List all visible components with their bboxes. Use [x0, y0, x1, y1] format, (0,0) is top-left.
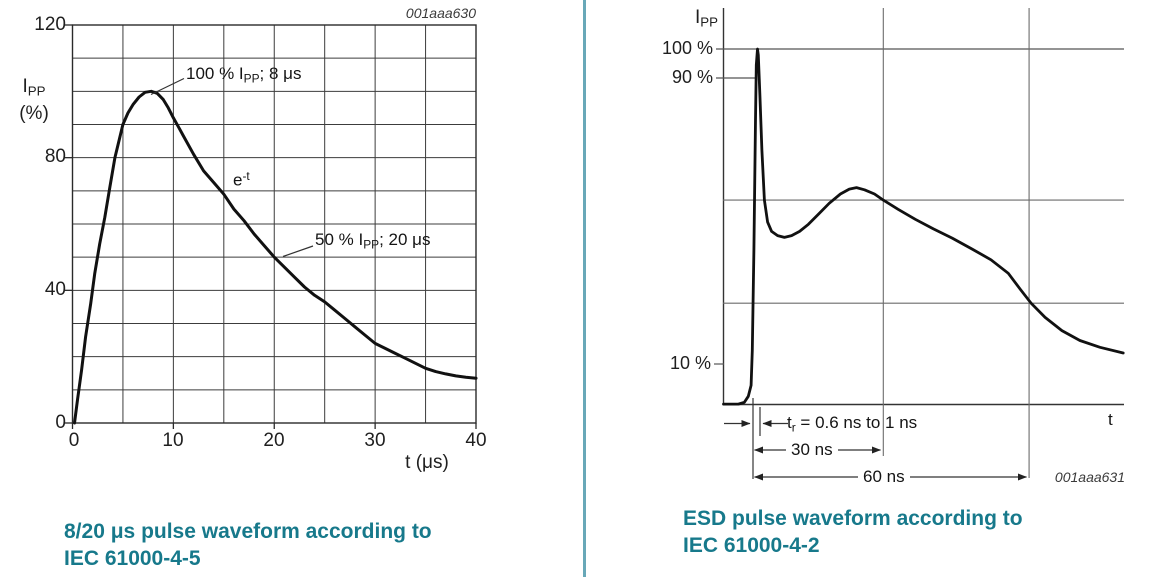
left-waveform-curve	[73, 89, 478, 425]
right-ytick-100: 100 %	[661, 38, 713, 58]
left-chart-ticks	[64, 24, 477, 429]
left-y-axis-label: IPP (%)	[19, 76, 49, 124]
panel-divider	[583, 0, 586, 577]
right-ytick-10: 10 %	[669, 353, 711, 373]
left-ytick-40: 40	[44, 279, 66, 300]
left-caption: 8/20 μs pulse waveform according to IEC …	[64, 520, 432, 570]
right-waveform-curve	[722, 47, 1125, 406]
left-annotation-exponential: e-t	[233, 169, 250, 190]
left-xtick-40: 40	[465, 430, 487, 451]
left-xtick-30: 30	[364, 430, 386, 451]
left-xtick-10: 10	[162, 430, 184, 451]
right-figure-id: 001aaa631	[1054, 469, 1125, 485]
right-caption: ESD pulse waveform according to IEC 6100…	[683, 507, 1023, 557]
left-annotation-peak: 100 % IPP; 8 μs	[186, 64, 302, 86]
left-ytick-120: 120	[34, 14, 66, 35]
left-ytick-80: 80	[44, 146, 66, 167]
right-chart-axes	[722, 8, 1124, 406]
right-reference-lines	[714, 48, 1124, 365]
right-annotation-risetime: tr = 0.6 ns to 1 ns	[787, 413, 918, 435]
left-annotation-half: 50 % IPP; 20 μs	[315, 230, 431, 252]
right-dimension-60ns: 60 ns	[858, 467, 910, 487]
right-x-axis-label: t	[1108, 410, 1113, 429]
left-x-axis-label: t (μs)	[405, 452, 449, 473]
right-y-axis-label: IPP	[694, 7, 718, 30]
right-ytick-90: 90 %	[671, 67, 713, 87]
left-xtick-20: 20	[263, 430, 285, 451]
right-chart-grid	[723, 8, 1124, 478]
left-figure-id: 001aaa630	[405, 5, 476, 21]
left-annotation-leaders	[150, 77, 314, 258]
right-dimension-30ns: 30 ns	[786, 440, 838, 460]
left-xtick-0: 0	[68, 430, 80, 451]
left-ytick-0: 0	[55, 412, 66, 433]
